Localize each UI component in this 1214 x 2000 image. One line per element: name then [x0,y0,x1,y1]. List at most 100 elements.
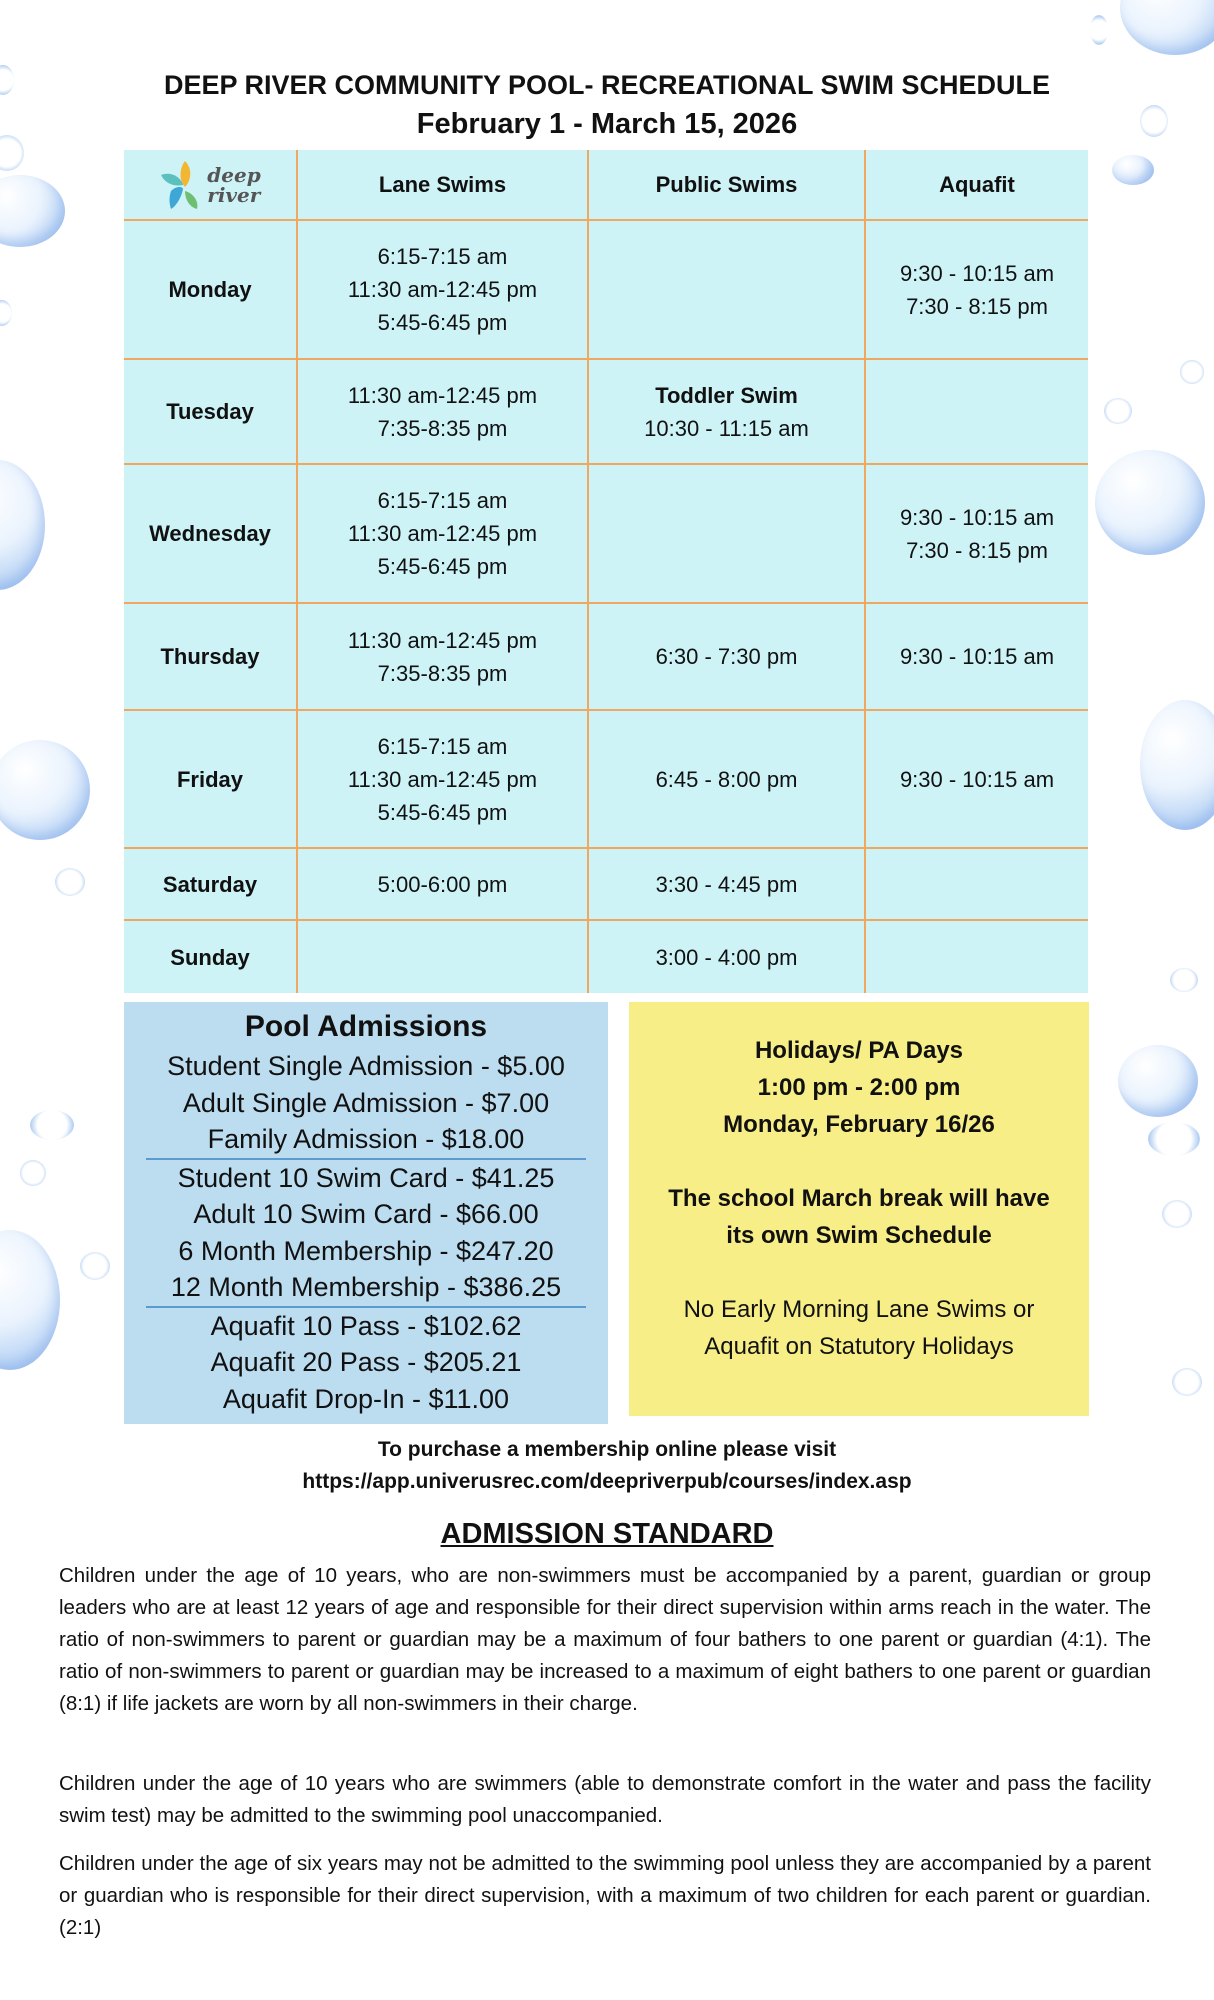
lane-swims-cell: 6:15-7:15 am 11:30 am-12:45 pm 5:45-6:45 p… [298,711,589,849]
time-slot: 10:30 - 11:15 am [644,415,809,441]
standard-paragraph: Children under the age of 10 years, who … [59,1564,1151,1715]
logo-text-deep: deep [207,162,261,187]
bubble-icon [1112,155,1154,185]
aquafit-cell: 9:30 - 10:15 am [866,604,1088,711]
toddler-swim-label: Toddler Swim [655,382,798,408]
time-slot: 6:15-7:15 am [377,733,508,759]
bubble-icon [55,868,85,896]
column-header-lane-swims: Lane Swims [298,150,589,221]
date-range: February 1 - March 15, 2026 [416,108,798,140]
time-slot: 6:15-7:15 am [377,488,508,513]
divider [146,1157,586,1160]
purchase-text: To purchase a membership online please v… [377,1438,837,1461]
purchase-url-link[interactable]: https://app.univerusrec.com/deepriverpub… [302,1470,912,1493]
lane-swims-cell: 5:00-6:00 pm [298,849,589,921]
statutory-holiday-note: Aquafit on Statutory Holidays [704,1333,1014,1360]
bubble-icon [0,65,14,95]
public-swims-cell [589,465,866,604]
march-break-note: The school March break will have [668,1185,1050,1212]
bubble-icon [1180,360,1204,384]
lane-swims-cell: 11:30 am-12:45 pm 7:35-8:35 pm [298,360,589,465]
public-swims-cell: 6:45 - 8:00 pm [589,711,866,849]
aquafit-cell: 9:30 - 10:15 am 7:30 - 8:15 pm [866,465,1088,604]
lane-swims-cell [298,921,589,993]
time-slot: 7:30 - 8:15 pm [906,293,1048,319]
public-swims-cell: 3:00 - 4:00 pm [589,921,866,993]
admission-price-item: 6 Month Membership - $247.20 [178,1235,554,1266]
bubble-icon [1172,1368,1202,1396]
bubble-icon [0,460,45,590]
divider [146,1305,586,1308]
public-swims-cell: 3:30 - 4:45 pm [589,849,866,921]
pool-admissions-panel: Pool Admissions Student Single Admission… [124,1002,608,1424]
bubble-icon [1162,1200,1192,1228]
standard-paragraph: Children under the age of six years may … [59,1852,1151,1939]
time-slot: 7:30 - 8:15 pm [906,537,1048,563]
time-slot: 5:45-6:45 pm [377,799,508,825]
admission-standard-heading: ADMISSION STANDARD [440,1518,774,1550]
time-slot: 11:30 am-12:45 pm [347,521,538,546]
time-slot: 11:30 am-12:45 pm [347,382,538,408]
aquafit-cell [866,849,1088,921]
holidays-heading: Holidays/ PA Days [754,1037,964,1064]
day-label: Saturday [124,849,298,921]
day-label: Thursday [124,604,298,711]
time-slot: 7:35-8:35 pm [377,415,508,441]
time-slot: 6:30 - 7:30 pm [655,644,798,669]
bubble-icon [0,175,65,247]
time-slot: 9:30 - 10:15 am [899,260,1055,286]
admission-price-item: Aquafit 10 Pass - $102.62 [210,1310,522,1341]
march-break-note: its own Swim Schedule [726,1222,992,1249]
day-label: Tuesday [124,360,298,465]
day-label: Friday [124,711,298,849]
logo-text-river: river [207,182,261,207]
bubble-icon [80,1252,110,1280]
lane-swims-cell: 6:15-7:15 am 11:30 am-12:45 pm 5:45-6:45 p… [298,465,589,604]
holidays-time: 1:00 pm - 2:00 pm [757,1074,961,1101]
aquafit-cell: 9:30 - 10:15 am [866,711,1088,849]
admission-price-item: Student 10 Swim Card - $41.25 [177,1162,555,1193]
aquafit-cell [866,360,1088,465]
time-slot: 5:00-6:00 pm [377,871,508,897]
admission-price-item: Student Single Admission - $5.00 [167,1051,565,1081]
day-label: Sunday [124,921,298,993]
bubble-icon [1095,450,1205,555]
bubble-icon [0,1230,60,1370]
time-slot: 3:00 - 4:00 pm [655,944,798,970]
holidays-panel: Holidays/ PA Days 1:00 pm - 2:00 pm Mond… [629,1002,1089,1416]
column-header-aquafit: Aquafit [866,150,1088,221]
admission-price-item: Family Admission - $18.00 [207,1124,525,1154]
aquafit-cell [866,921,1088,993]
admission-price-item: Aquafit Drop-In - $11.00 [222,1383,510,1414]
time-slot: 5:45-6:45 pm [377,310,508,335]
time-slot: 9:30 - 10:15 am [899,766,1055,792]
lane-swims-cell: 11:30 am-12:45 pm 7:35-8:35 pm [298,604,589,711]
admission-price-item: 12 Month Membership - $386.25 [170,1272,562,1302]
time-slot: 6:15-7:15 am [377,244,508,269]
bubble-icon [1120,0,1214,55]
day-label: Wednesday [124,465,298,604]
time-slot: 9:30 - 10:15 am [899,644,1055,669]
bubble-icon [30,1110,74,1140]
bubble-icon [1140,700,1214,830]
bubble-icon [20,1160,46,1186]
day-label: Monday [124,221,298,360]
time-slot: 7:35-8:35 pm [377,660,508,686]
leaf-logo-icon [161,160,198,209]
bubble-icon [1140,105,1168,137]
swim-schedule-table: deep river Lane Swims Public Swims Aquafi… [124,150,1088,993]
page-title: DEEP RIVER COMMUNITY POOL- RECREATIONAL … [163,70,1051,100]
time-slot: 6:45 - 8:00 pm [655,766,798,792]
time-slot: 11:30 am-12:45 pm [347,766,538,792]
bubble-icon [1118,1045,1198,1117]
public-swims-cell: Toddler Swim 10:30 - 11:15 am [589,360,866,465]
aquafit-cell: 9:30 - 10:15 am 7:30 - 8:15 pm [866,221,1088,360]
admission-price-item: Adult Single Admission - $7.00 [182,1087,550,1118]
time-slot: 11:30 am-12:45 pm [347,277,538,302]
time-slot: 5:45-6:45 pm [377,554,508,579]
time-slot: 3:30 - 4:45 pm [655,871,798,897]
time-slot: 9:30 - 10:15 am [899,504,1055,530]
deep-river-logo: deep river [124,150,298,221]
standard-paragraph: Children under the age of 10 years who a… [59,1772,1151,1827]
bubble-icon [0,740,90,840]
